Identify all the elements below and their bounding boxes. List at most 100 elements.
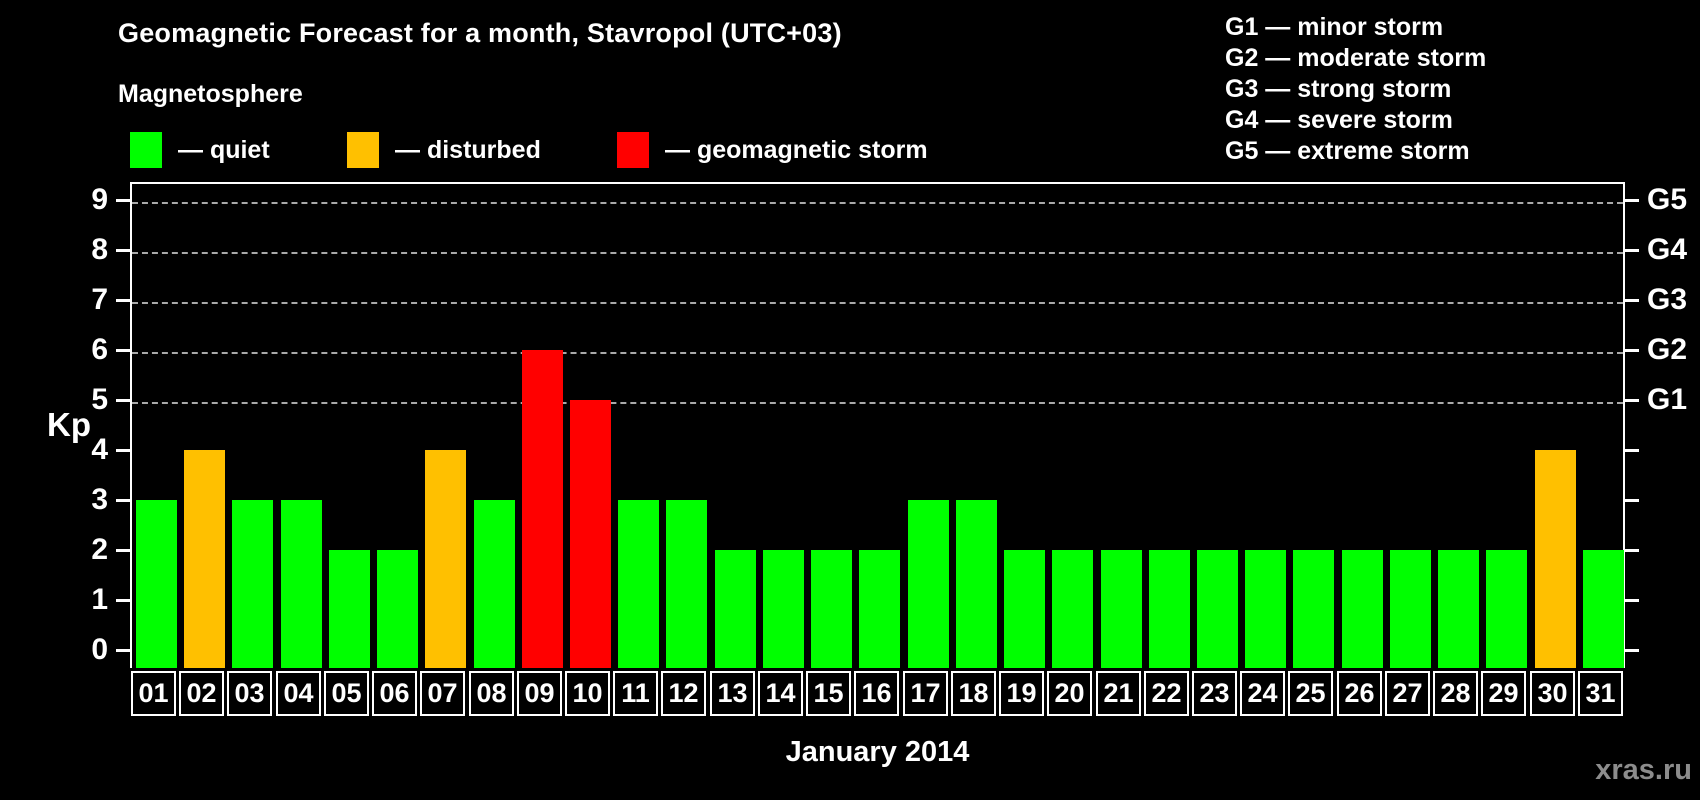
y-tick-0 (116, 649, 130, 652)
bar-day-01 (136, 500, 177, 668)
bar-day-27 (1390, 550, 1431, 668)
bar-day-08 (474, 500, 515, 668)
chart-title: Geomagnetic Forecast for a month, Stavro… (118, 18, 842, 48)
day-label-25: 25 (1288, 671, 1333, 716)
right-tick-9 (1625, 199, 1639, 202)
y-tick-4 (116, 449, 130, 452)
x-axis-label: January 2014 (785, 736, 970, 768)
bar-day-03 (232, 500, 273, 668)
y-tick-label-7: 7 (91, 283, 108, 316)
right-tick-7 (1625, 299, 1639, 302)
g-legend-line: G5 — extreme storm (1225, 137, 1470, 165)
day-label-10: 10 (565, 671, 610, 716)
day-label-15: 15 (806, 671, 851, 716)
day-label-03: 03 (227, 671, 272, 716)
y-tick-8 (116, 249, 130, 252)
watermark: xras.ru (1595, 754, 1692, 786)
day-label-30: 30 (1530, 671, 1575, 716)
right-tick-6 (1625, 349, 1639, 352)
day-label-21: 21 (1096, 671, 1141, 716)
quiet-swatch (130, 132, 162, 168)
bar-day-28 (1438, 550, 1479, 668)
g-tick-label-G2: G2 (1647, 333, 1688, 366)
day-label-19: 19 (999, 671, 1044, 716)
day-label-05: 05 (324, 671, 369, 716)
day-label-07: 07 (420, 671, 465, 716)
day-label-09: 09 (517, 671, 562, 716)
g-tick-label-G5: G5 (1647, 183, 1688, 216)
legend-label: — geomagnetic storm (665, 135, 928, 164)
bar-day-23 (1197, 550, 1238, 668)
day-label-13: 13 (710, 671, 755, 716)
right-tick-2 (1625, 549, 1639, 552)
bar-day-12 (666, 500, 707, 668)
day-label-01: 01 (131, 671, 176, 716)
day-label-17: 17 (903, 671, 948, 716)
bar-day-04 (281, 500, 322, 668)
gridline-kp8 (132, 252, 1623, 254)
right-tick-0 (1625, 649, 1639, 652)
gridline-kp6 (132, 352, 1623, 354)
y-axis-label: Kp (47, 406, 91, 443)
day-label-31: 31 (1578, 671, 1623, 716)
bar-day-15 (811, 550, 852, 668)
legend-label: — disturbed (395, 135, 541, 164)
legend-item-disturbed: — disturbed (347, 131, 541, 169)
g-tick-label-G4: G4 (1647, 233, 1688, 266)
y-tick-label-2: 2 (91, 533, 108, 566)
g-legend-line: G3 — strong storm (1225, 75, 1452, 103)
day-label-02: 02 (179, 671, 224, 716)
g-legend-line: G1 — minor storm (1225, 13, 1444, 41)
bar-day-10 (570, 400, 611, 668)
y-tick-5 (116, 399, 130, 402)
bar-day-17 (908, 500, 949, 668)
right-tick-3 (1625, 499, 1639, 502)
y-tick-label-9: 9 (91, 183, 108, 216)
legend-label: — quiet (178, 135, 270, 164)
day-label-28: 28 (1433, 671, 1478, 716)
bar-day-21 (1101, 550, 1142, 668)
day-label-06: 06 (372, 671, 417, 716)
bar-day-09 (522, 350, 563, 668)
day-label-18: 18 (951, 671, 996, 716)
bar-day-16 (859, 550, 900, 668)
legend-item-storm: — geomagnetic storm (617, 131, 928, 169)
bar-day-22 (1149, 550, 1190, 668)
day-label-12: 12 (661, 671, 706, 716)
gridline-kp7 (132, 302, 1623, 304)
bar-day-07 (425, 450, 466, 668)
y-tick-label-5: 5 (91, 383, 108, 416)
disturbed-swatch (347, 132, 379, 168)
bar-day-20 (1052, 550, 1093, 668)
y-tick-6 (116, 349, 130, 352)
magnetosphere-label: Magnetosphere (118, 80, 303, 108)
y-tick-1 (116, 599, 130, 602)
legend-item-quiet: — quiet (130, 131, 270, 169)
g-tick-label-G1: G1 (1647, 383, 1688, 416)
y-tick-2 (116, 549, 130, 552)
day-label-14: 14 (758, 671, 803, 716)
gridline-kp5 (132, 402, 1623, 404)
day-label-22: 22 (1144, 671, 1189, 716)
day-label-04: 04 (276, 671, 321, 716)
y-tick-3 (116, 499, 130, 502)
y-tick-7 (116, 299, 130, 302)
right-tick-5 (1625, 399, 1639, 402)
y-tick-label-4: 4 (91, 433, 108, 466)
bar-day-02 (184, 450, 225, 668)
right-tick-4 (1625, 449, 1639, 452)
right-tick-8 (1625, 249, 1639, 252)
bar-day-14 (763, 550, 804, 668)
bar-day-25 (1293, 550, 1334, 668)
bar-day-26 (1342, 550, 1383, 668)
bar-day-05 (329, 550, 370, 668)
y-tick-label-1: 1 (91, 583, 108, 616)
day-label-26: 26 (1337, 671, 1382, 716)
day-label-11: 11 (613, 671, 658, 716)
day-label-29: 29 (1481, 671, 1526, 716)
bar-day-19 (1004, 550, 1045, 668)
bar-day-30 (1535, 450, 1576, 668)
right-tick-1 (1625, 599, 1639, 602)
day-label-08: 08 (469, 671, 514, 716)
y-tick-label-6: 6 (91, 333, 108, 366)
